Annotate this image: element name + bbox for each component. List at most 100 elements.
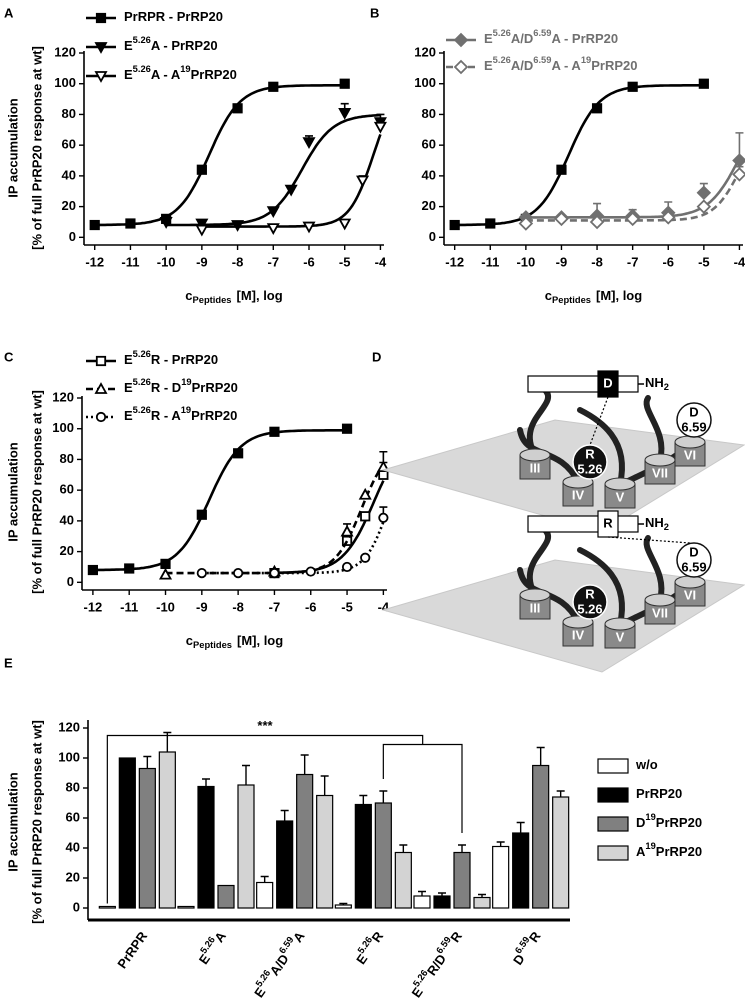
text-part: 5.26 bbox=[133, 377, 151, 387]
helix-top bbox=[674, 435, 706, 449]
fit-curve bbox=[94, 84, 345, 227]
data-point bbox=[373, 121, 387, 134]
x-tick-label: -7 bbox=[268, 254, 280, 269]
y-tick-label: 20 bbox=[62, 198, 76, 213]
x-tick-label: -12 bbox=[85, 254, 104, 269]
partner-residue bbox=[676, 542, 712, 578]
partner-residue bbox=[676, 402, 712, 438]
x-tick-label: -4 bbox=[375, 254, 387, 269]
text-part: E bbox=[484, 31, 493, 46]
y-tick-label: 80 bbox=[66, 779, 80, 794]
x-axis-label: cPeptides [M], log bbox=[545, 288, 642, 305]
bar bbox=[158, 751, 176, 909]
text-part: Peptides bbox=[193, 295, 232, 305]
x-tick-label: -6 bbox=[305, 599, 317, 614]
bar bbox=[354, 803, 372, 909]
data-point bbox=[338, 218, 352, 231]
text-part: D bbox=[636, 815, 645, 830]
bar bbox=[296, 773, 314, 909]
text-part: E bbox=[484, 58, 493, 73]
legend-label: D19PrRP20 bbox=[636, 812, 702, 830]
data-point bbox=[89, 219, 100, 231]
error-bar bbox=[300, 754, 309, 775]
y-tick-label: 0 bbox=[429, 229, 436, 244]
text-part: A - PrRP20 bbox=[551, 31, 618, 46]
text-part: A - PrRP20 bbox=[151, 38, 218, 53]
legend-swatch bbox=[597, 758, 629, 774]
error-bar bbox=[242, 764, 250, 785]
text-part: 2 bbox=[664, 382, 669, 392]
bar bbox=[197, 785, 215, 909]
data-point bbox=[269, 426, 280, 437]
data-point bbox=[341, 535, 353, 546]
x-tick-label: E5.26R bbox=[351, 927, 387, 967]
bar bbox=[453, 851, 471, 909]
data-point bbox=[284, 184, 298, 197]
error-bar bbox=[339, 902, 348, 905]
data-point bbox=[338, 108, 352, 120]
data-point bbox=[554, 211, 569, 227]
x-tick-label: E5.26A bbox=[194, 927, 230, 967]
x-tick-label: E5.26A/D6.59A bbox=[249, 927, 308, 998]
text-part: R - A bbox=[151, 408, 181, 423]
annotation: *** bbox=[257, 718, 273, 733]
data-point bbox=[696, 199, 712, 214]
text-part: PrRP20 bbox=[191, 67, 237, 82]
contact-line bbox=[607, 536, 691, 544]
fit-curve bbox=[201, 133, 382, 228]
legend-marker bbox=[95, 411, 107, 423]
error-bar bbox=[260, 875, 269, 883]
text-part: PrRPR - PrRP20 bbox=[124, 9, 223, 24]
text-part: 19 bbox=[181, 377, 191, 387]
text-part: 6.59 bbox=[533, 55, 551, 65]
fit-curve bbox=[454, 84, 704, 227]
legend-marker bbox=[453, 32, 469, 48]
text-part: 19 bbox=[581, 55, 591, 65]
error-bar bbox=[379, 790, 388, 803]
text-part: 5.26 bbox=[133, 349, 151, 359]
text-part: 19 bbox=[645, 812, 655, 822]
y-tick-label: 120 bbox=[52, 389, 74, 404]
error-bar bbox=[202, 778, 210, 787]
data-point bbox=[196, 164, 207, 175]
panel-label: E bbox=[4, 655, 13, 670]
legend-label: w/o bbox=[635, 757, 658, 772]
text-part: NH bbox=[645, 515, 664, 530]
x-tick-label: PrRPR bbox=[115, 929, 151, 972]
y-tick-label: 20 bbox=[60, 543, 74, 558]
text-part: 5.26 bbox=[493, 55, 511, 65]
legend-label: PrRP20 bbox=[636, 786, 682, 801]
receptor-residue-label: R bbox=[585, 586, 595, 601]
text-part: A - A bbox=[151, 67, 181, 82]
text-part: 19 bbox=[181, 405, 191, 415]
significance-bracket bbox=[106, 734, 463, 904]
data-point bbox=[268, 81, 279, 92]
legend-label: E5.26R - A19PrRP20 bbox=[124, 405, 237, 423]
bar bbox=[276, 820, 294, 909]
text-part: PrRP20 bbox=[591, 58, 637, 73]
x-tick-label: -8 bbox=[232, 254, 244, 269]
data-point bbox=[196, 509, 207, 520]
bar bbox=[433, 895, 451, 909]
text-part: R - PrRP20 bbox=[151, 352, 218, 367]
x-tick-label: -6 bbox=[662, 254, 674, 269]
x-tick-label: -8 bbox=[232, 599, 244, 614]
bar bbox=[512, 832, 530, 909]
text-part: PrRP20 bbox=[656, 844, 702, 859]
partner-residue-label: D bbox=[689, 544, 698, 559]
error-bar bbox=[556, 790, 565, 797]
y-axis-label: IP accumulation bbox=[5, 442, 20, 542]
data-point bbox=[449, 219, 460, 231]
data-point bbox=[196, 568, 207, 579]
receptor-residue bbox=[572, 584, 608, 620]
legend-label: E5.26A - PrRP20 bbox=[124, 35, 218, 53]
helix-top bbox=[644, 593, 676, 607]
error-bar bbox=[438, 892, 446, 896]
error-bar bbox=[143, 755, 152, 769]
text-part: PrRP20 bbox=[192, 380, 238, 395]
x-tick-label: -5 bbox=[339, 254, 351, 269]
data-point bbox=[660, 210, 676, 225]
text-part: PrRP20 bbox=[191, 408, 237, 423]
x-tick-label: -5 bbox=[698, 254, 710, 269]
